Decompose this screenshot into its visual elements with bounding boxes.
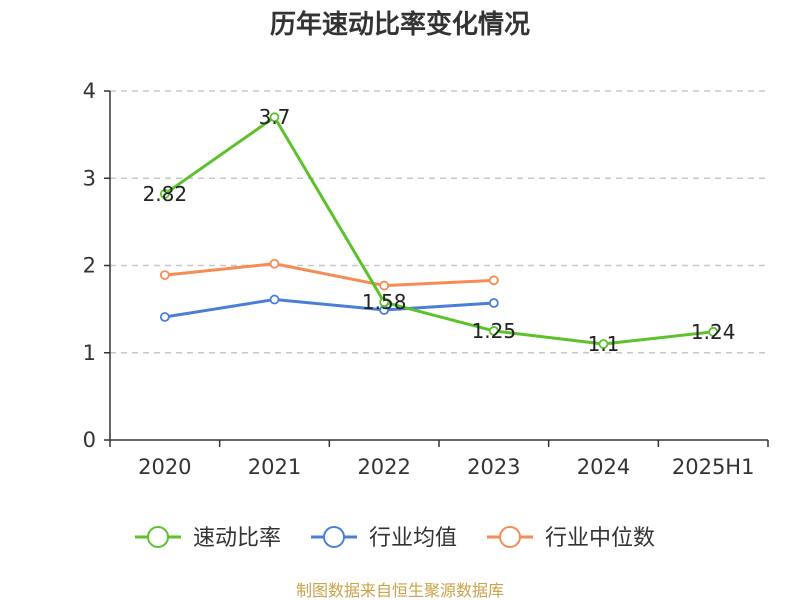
data-label: 2.82 — [143, 182, 188, 206]
data-point — [269, 294, 280, 305]
data-label: 1.24 — [691, 320, 736, 344]
legend-label: 速动比率 — [193, 526, 281, 551]
axes: 0 1 2 3 4 2020 2021 2022 2023 2024 2025H1 — [83, 79, 769, 479]
series-line-1 — [163, 115, 714, 346]
x-tick-label: 2023 — [467, 455, 520, 479]
legend-item-3: 行业中位数 — [487, 526, 655, 551]
data-label: 1.58 — [362, 290, 407, 314]
data-labels: 2.82 3.7 1.58 1.25 1.1 1.24 — [143, 105, 736, 356]
data-point — [269, 112, 280, 123]
x-tick-label: 2021 — [248, 455, 301, 479]
data-point — [379, 280, 390, 291]
y-tick-label: 1 — [83, 341, 96, 365]
legend-marker — [323, 526, 345, 548]
data-point — [159, 189, 170, 199]
series-line-3 — [164, 262, 494, 288]
chart-title: 历年速动比率变化情况 — [270, 9, 530, 40]
legend-marker — [147, 526, 169, 548]
legend-item-1: 速动比率 — [135, 526, 281, 551]
legend-label: 行业均值 — [369, 526, 457, 551]
x-tick-label: 2025H1 — [672, 455, 755, 479]
data-point — [488, 298, 499, 308]
x-tick-label: 2022 — [357, 455, 410, 479]
source-note: 制图数据来自恒生聚源数据库 — [296, 581, 504, 600]
data-point — [488, 326, 499, 336]
data-point — [598, 339, 609, 349]
series-layer — [159, 112, 719, 349]
y-tick-label: 3 — [83, 166, 96, 190]
legend: 速动比率 行业均值 行业中位数 — [135, 526, 655, 551]
x-tick-label: 2024 — [577, 455, 630, 479]
data-point — [708, 326, 719, 337]
y-tick-label: 4 — [83, 79, 96, 103]
legend-item-2: 行业均值 — [311, 526, 457, 551]
legend-label: 行业中位数 — [545, 526, 655, 551]
data-label: 1.1 — [588, 332, 620, 356]
data-point — [379, 297, 390, 308]
x-tick-label: 2020 — [138, 455, 191, 479]
data-label: 3.7 — [259, 105, 291, 129]
data-point — [159, 270, 170, 280]
grid — [110, 90, 768, 354]
y-tick-label: 2 — [83, 254, 96, 278]
y-tick-label: 0 — [83, 428, 96, 452]
data-point — [269, 258, 280, 269]
data-point — [488, 275, 499, 286]
legend-marker — [499, 526, 521, 548]
data-point — [159, 312, 170, 322]
data-label: 1.25 — [472, 319, 517, 343]
series-line-2 — [164, 298, 494, 319]
